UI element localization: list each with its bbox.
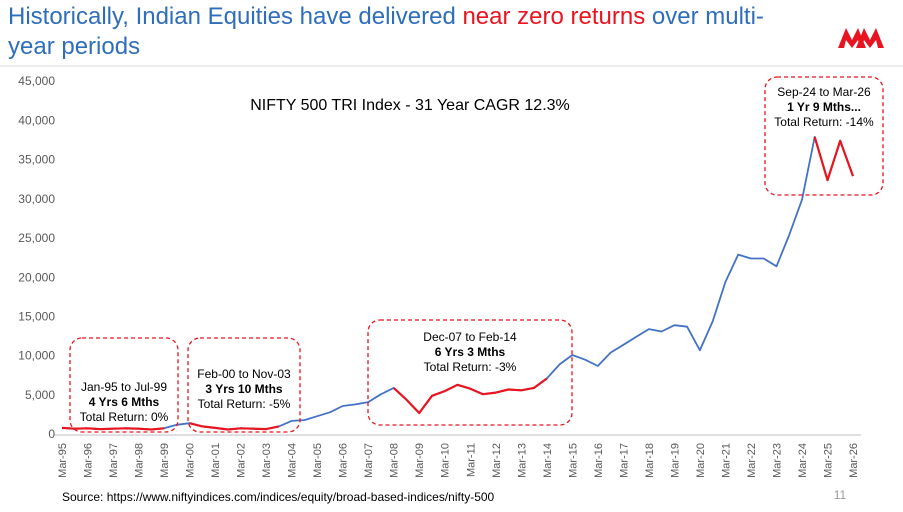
x-tick-label: Mar-14 <box>542 443 554 478</box>
x-tick-label: Mar-95 <box>57 443 69 478</box>
y-tick-label: 15,000 <box>18 310 55 324</box>
x-tick-label: Mar-25 <box>822 443 834 478</box>
annotation-box <box>187 337 301 433</box>
x-tick-label: Mar-98 <box>134 443 146 478</box>
x-tick-label: Mar-96 <box>83 443 95 478</box>
x-tick-label: Mar-05 <box>312 443 324 478</box>
annotation-text: 1 Yr 9 Mths... <box>787 100 861 114</box>
annotation-text: Total Return: -3% <box>424 360 517 374</box>
x-tick-label: Mar-00 <box>185 443 197 478</box>
annotation-text: 4 Yrs 6 Mths <box>89 395 160 409</box>
x-tick-label: Mar-97 <box>108 443 120 478</box>
x-tick-label: Mar-24 <box>797 443 809 478</box>
annotation-box <box>69 337 179 433</box>
y-tick-label: 25,000 <box>18 231 55 245</box>
x-tick-label: Mar-04 <box>287 443 299 478</box>
series-line <box>61 136 855 431</box>
x-tick-label: Mar-12 <box>491 443 503 478</box>
x-tick-label: Mar-10 <box>440 443 452 478</box>
page-number: 11 <box>834 488 847 502</box>
logo <box>856 28 884 48</box>
annotation-text: 6 Yrs 3 Mths <box>435 345 506 359</box>
annotation-text: Dec-07 to Feb-14 <box>423 330 517 344</box>
x-tick-label: Mar-26 <box>848 443 860 478</box>
x-tick-label: Mar-19 <box>669 443 681 478</box>
y-tick-label: 30,000 <box>18 192 55 206</box>
title-part: near zero returns <box>462 3 646 30</box>
x-tick-label: Mar-15 <box>567 443 579 478</box>
title-part: over multi-year periods <box>8 3 764 60</box>
annotation-box <box>764 76 884 196</box>
x-tick-label: Mar-11 <box>465 443 477 477</box>
y-tick-label: 35,000 <box>18 153 55 167</box>
annotation-text: Total Return: -5% <box>198 397 291 411</box>
x-tick-label: Mar-99 <box>159 443 171 478</box>
annotation-text: Sep-24 to Mar-26 <box>777 85 871 99</box>
x-tick-label: Mar-07 <box>363 443 375 478</box>
x-tick-label: Mar-09 <box>414 443 426 478</box>
y-tick-label: 40,000 <box>18 113 55 127</box>
x-tick-label: Mar-17 <box>618 443 630 478</box>
x-tick-label: Mar-08 <box>389 443 401 478</box>
annotation-text: 3 Yrs 10 Mths <box>205 382 282 396</box>
x-tick-label: Mar-22 <box>746 443 758 478</box>
annotation-text: Feb-00 to Nov-03 <box>197 367 291 381</box>
x-tick-label: Mar-20 <box>695 443 707 478</box>
x-tick-label: Mar-18 <box>644 443 656 478</box>
y-tick-label: 20,000 <box>18 270 55 284</box>
y-tick-label: 0 <box>48 427 55 441</box>
x-tick-label: Mar-21 <box>720 443 732 478</box>
chart-title: NIFTY 500 TRI Index - 31 Year CAGR 12.3% <box>250 97 570 114</box>
x-tick-label: Mar-02 <box>236 443 248 478</box>
annotation-text: Total Return: -14% <box>774 115 874 129</box>
x-tick-label: Mar-23 <box>771 443 783 478</box>
y-tick-label: 45,000 <box>18 74 55 88</box>
x-tick-label: Mar-01 <box>210 443 222 478</box>
x-tick-label: Mar-03 <box>261 443 273 478</box>
x-tick-label: Mar-06 <box>338 443 350 478</box>
annotation-box <box>367 319 573 426</box>
x-tick-label: Mar-13 <box>516 443 528 478</box>
x-tick-label: Mar-16 <box>593 443 605 478</box>
y-tick-label: 10,000 <box>18 349 55 363</box>
source: Source: https://www.niftyindices.com/ind… <box>62 490 495 504</box>
annotation-text: Jan-95 to Jul-99 <box>81 380 167 394</box>
title-part: Historically, Indian Equities have deliv… <box>8 3 463 30</box>
y-tick-label: 5,000 <box>25 388 55 402</box>
annotation-text: Total Return: 0% <box>80 410 169 424</box>
slide-title: Historically, Indian Equities have deliv… <box>8 2 808 62</box>
